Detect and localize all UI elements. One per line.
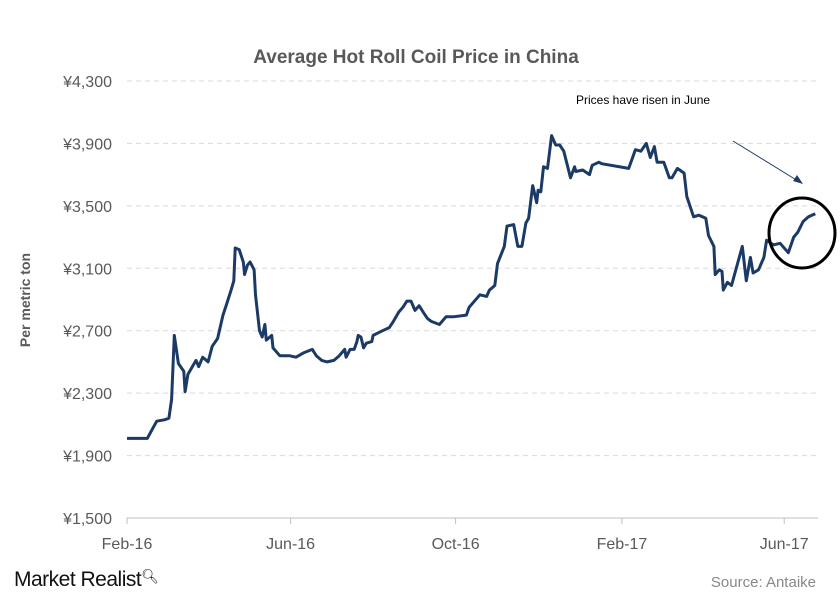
- x-tick-label: Feb-17: [597, 536, 648, 553]
- y-tick-label: ¥3,900: [62, 136, 112, 153]
- y-tick-label: ¥1,500: [62, 511, 112, 528]
- y-tick-label: ¥4,300: [62, 74, 112, 91]
- y-tick-label: ¥3,500: [62, 199, 112, 216]
- market-realist-logo: Market Realist🔍︎: [14, 568, 159, 592]
- y-tick-label: ¥1,900: [62, 449, 112, 466]
- magnifier-icon: 🔍︎: [141, 568, 159, 584]
- y-tick-label: ¥2,300: [62, 386, 112, 403]
- brand-name: Market Realist: [14, 568, 142, 591]
- x-tick-label: Oct-16: [432, 536, 480, 553]
- gridlines: [127, 80, 818, 457]
- source-note: Source: Antaike: [710, 574, 816, 591]
- y-tick-label: ¥3,100: [62, 261, 112, 278]
- annotation-text: Prices have risen in June: [576, 93, 710, 107]
- x-tick-label: Jun-16: [266, 536, 315, 553]
- price-line: [127, 134, 816, 440]
- x-tick-label: Feb-16: [102, 536, 153, 553]
- x-tick-label: Jun-17: [760, 536, 809, 553]
- y-tick-label: ¥2,700: [62, 324, 112, 341]
- annotation-arrow: [732, 140, 803, 184]
- highlight-circle: [767, 196, 837, 270]
- chart-title: Average Hot Roll Coil Price in China: [253, 47, 579, 68]
- x-axis-ticks: Feb-16 Jun-16 Oct-16 Feb-17 Jun-17: [102, 518, 809, 553]
- y-axis-label: Per metric ton: [17, 253, 33, 347]
- y-axis-ticks: ¥1,500 ¥1,900 ¥2,300 ¥2,700 ¥3,100 ¥3,500 ¥3,9…: [62, 74, 112, 528]
